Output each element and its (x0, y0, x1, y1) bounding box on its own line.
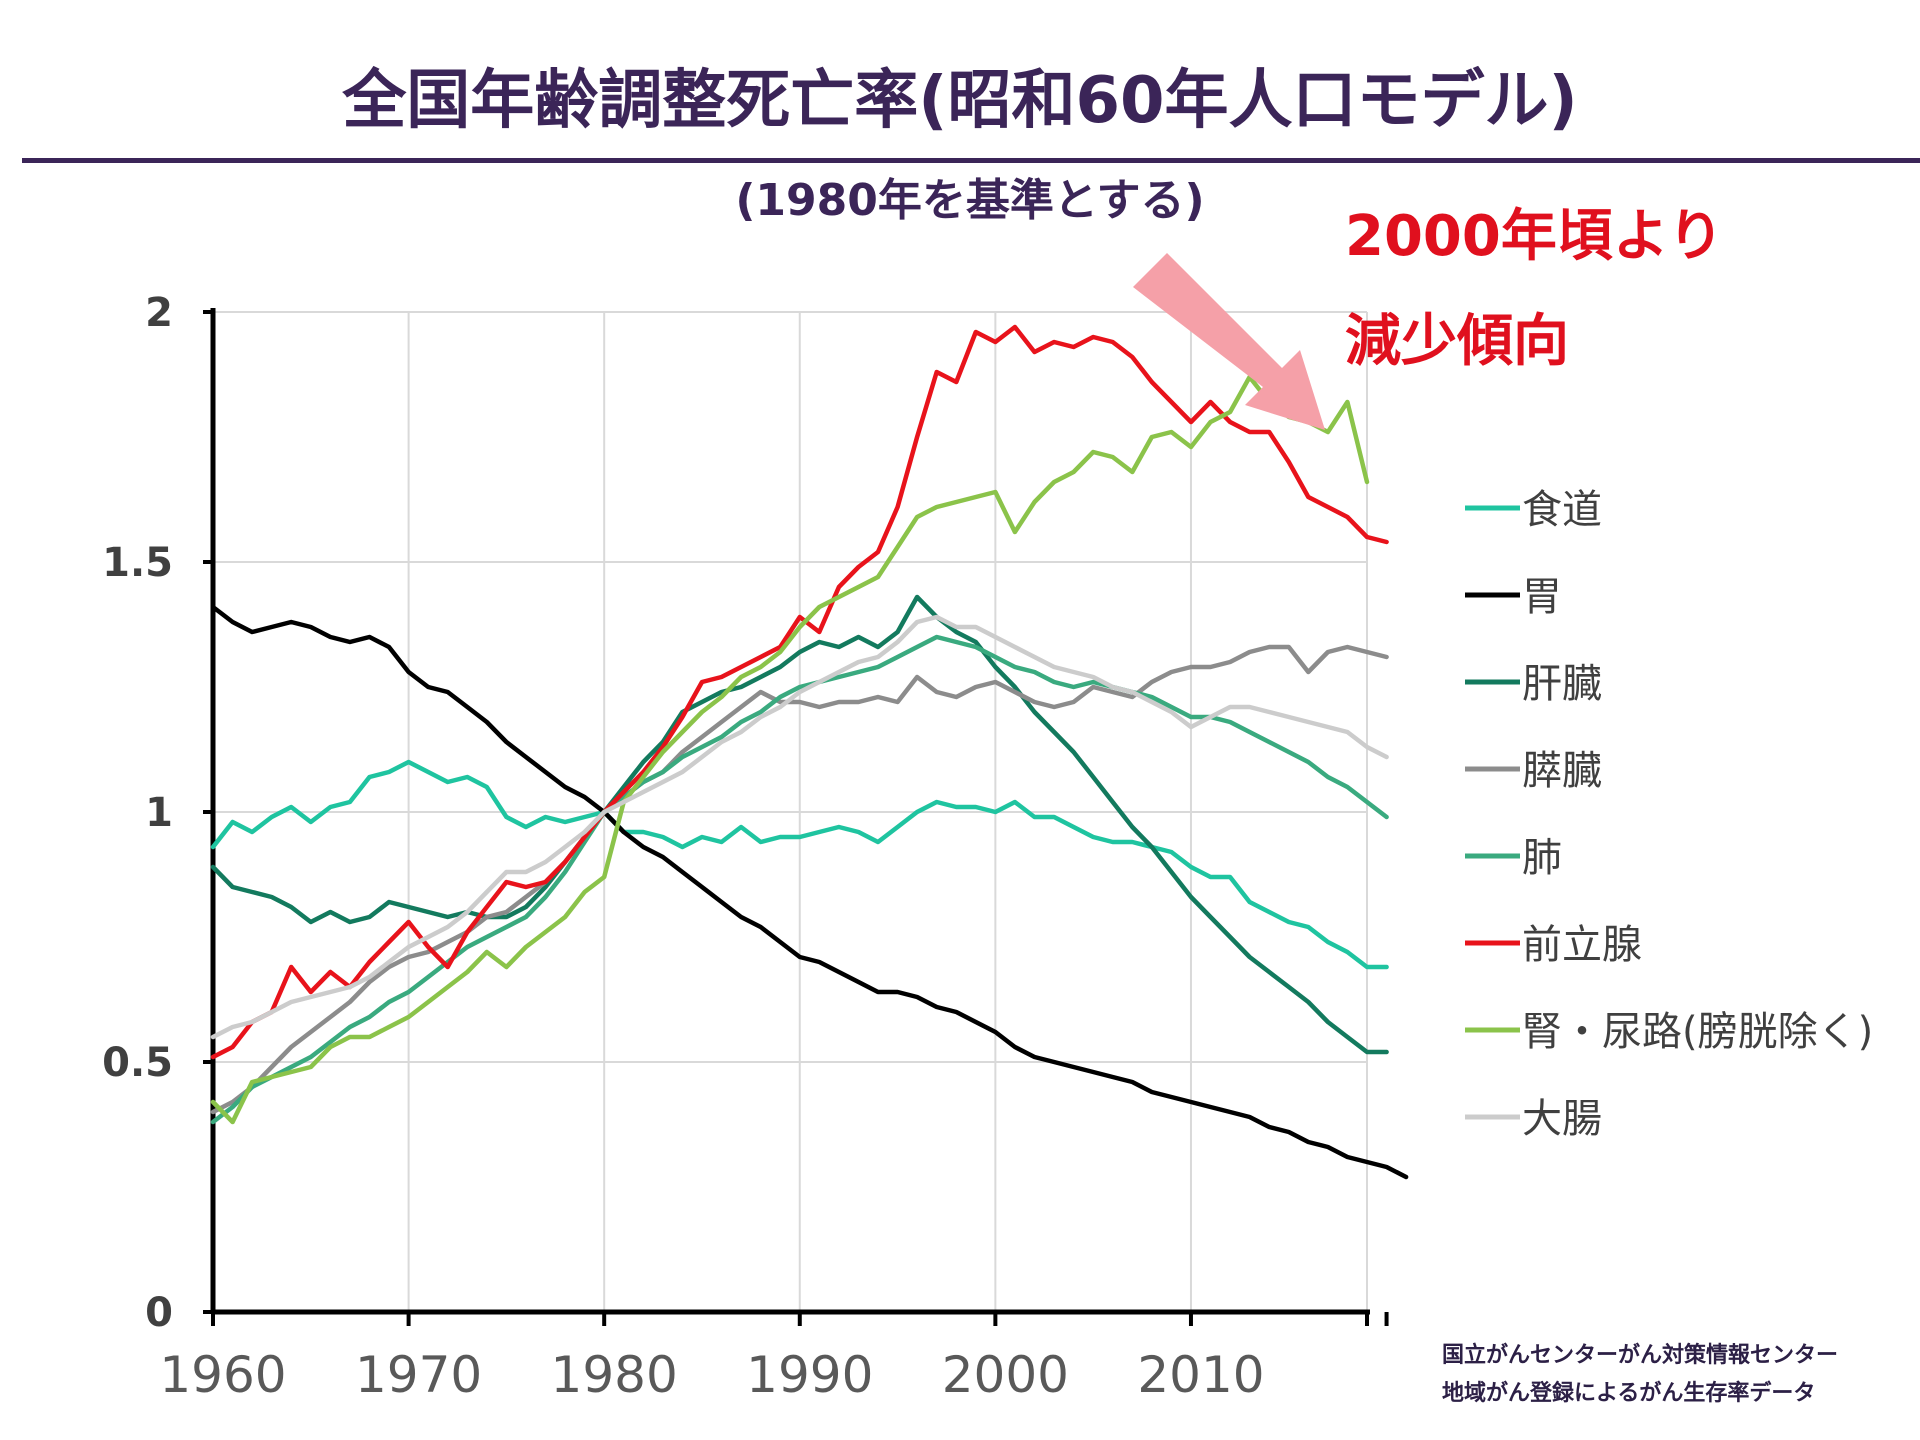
series-line-1 (210, 604, 1409, 1180)
title-divider (22, 158, 1920, 163)
series-line-6 (210, 374, 1370, 1125)
x-tick-label: 2010 (1137, 1346, 1264, 1404)
y-tick-label: 1.5 (102, 540, 173, 586)
source-line1: 国立がんセンターがん対策情報センター (1442, 1342, 1838, 1368)
annotation-arrow-shape (1133, 253, 1325, 430)
legend-label: 胃 (1522, 574, 1562, 620)
series-line-4 (210, 634, 1389, 1125)
series-line-0 (210, 759, 1389, 970)
series-line-7 (210, 614, 1389, 1040)
x-tick-label: 1960 (159, 1346, 286, 1404)
y-tick-label: 1 (145, 790, 173, 836)
legend-label: 膵臓 (1522, 748, 1602, 794)
series-line-5 (210, 324, 1389, 1060)
legend-label: 腎・尿路(膀胱除く) (1522, 1009, 1873, 1055)
chart-title: 全国年齢調整死亡率(昭和60年人口モデル) (341, 64, 1578, 138)
x-tick-label: 1970 (355, 1346, 482, 1404)
chart-subtitle: (1980年を基準とする) (735, 175, 1204, 226)
series-line-2 (210, 594, 1389, 1055)
annotation-line2: 減少傾向 (1345, 309, 1569, 374)
annotation-line1: 2000年頃より (1345, 204, 1724, 269)
series-line-3 (210, 644, 1389, 1115)
legend-label: 大腸 (1522, 1096, 1602, 1142)
x-tick-label: 2000 (942, 1346, 1069, 1404)
x-tick-label: 1980 (551, 1346, 678, 1404)
x-tick-label: 1990 (746, 1346, 873, 1404)
legend-label: 肺 (1522, 835, 1562, 881)
legend-label: 食道 (1522, 487, 1602, 533)
legend-label: 前立腺 (1522, 922, 1642, 968)
y-tick-label: 2 (145, 290, 173, 336)
annotation-arrow (1133, 253, 1325, 430)
legend-label: 肝臓 (1522, 661, 1602, 707)
source-line2: 地域がん登録によるがん生存率データ (1442, 1380, 1815, 1406)
y-tick-label: 0 (145, 1290, 173, 1336)
y-tick-label: 0.5 (102, 1040, 173, 1086)
